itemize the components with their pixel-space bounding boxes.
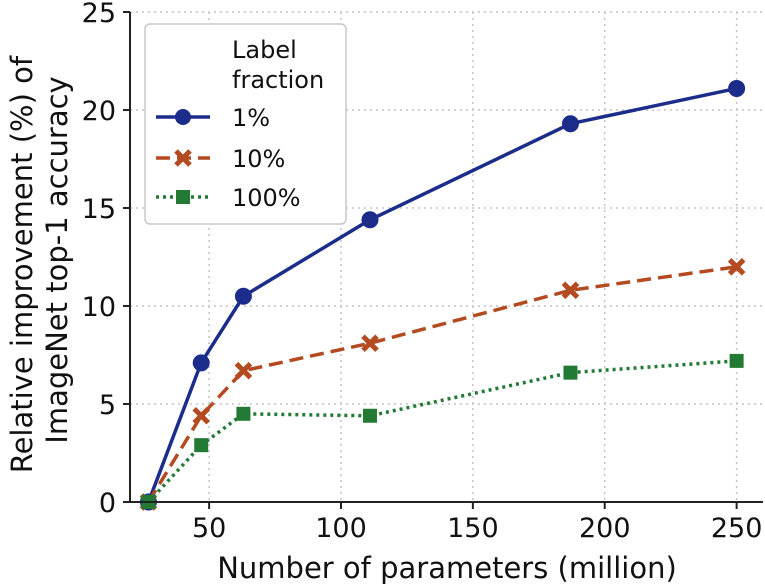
series-10pct-point-4 (561, 281, 580, 300)
x-tick-label-250: 250 (711, 513, 763, 544)
series-1pct-line (146, 86, 737, 503)
legend-marker-10pct (174, 149, 192, 167)
legend-label-10pct: 10% (232, 145, 285, 173)
series-10pct-point-5 (727, 258, 746, 276)
series-100pct-point-2 (236, 406, 251, 421)
y-tick-label-10: 10 (82, 292, 116, 323)
series-100pct (141, 353, 744, 509)
legend-marker-100pct (176, 190, 190, 204)
series-1pct-point-5 (728, 79, 746, 97)
legend-entries: 1% 10% 100% (156, 104, 301, 212)
series-1pct (139, 79, 746, 511)
series-100pct-point-3 (363, 408, 378, 423)
series-100pct-point-1 (194, 438, 209, 453)
series-10pct (139, 258, 746, 511)
series-100pct-point-5 (729, 353, 744, 368)
x-tick-label-150: 150 (447, 513, 499, 544)
x-tick-label-200: 200 (579, 513, 631, 544)
y-tick-label-25: 25 (82, 0, 116, 29)
legend-marker-1pct (175, 109, 191, 125)
legend-title-line-2: fraction (232, 66, 324, 94)
series-100pct-line (147, 359, 737, 504)
y-axis-label-line-1: Relative improvement (%) of (5, 55, 39, 473)
series-1pct-point-3 (361, 211, 379, 229)
ticks-layer: 50 100 150 200 250 0 5 10 15 20 25 (82, 0, 763, 544)
series-100pct-point-4 (563, 365, 578, 380)
y-axis-label: Relative improvement (%) of ImageNet top… (5, 47, 74, 474)
series-10pct-point-2 (234, 361, 253, 380)
x-tick-label-100: 100 (315, 513, 367, 544)
y-axis-label-line-2: ImageNet top-1 accuracy (40, 76, 74, 443)
x-tick-label-50: 50 (192, 513, 226, 544)
series-1pct-point-4 (561, 115, 579, 133)
legend-title-line-1: Label (232, 36, 297, 64)
y-tick-label-0: 0 (99, 488, 116, 519)
series-10pct-point-1 (192, 406, 210, 425)
series-1pct-point-2 (234, 287, 252, 305)
y-tick-label-5: 5 (99, 390, 116, 421)
legend-box (144, 23, 347, 225)
legend: Label fraction 1% 10% 100% (144, 23, 347, 225)
axes-layer (129, 12, 763, 503)
x-axis-label: Number of parameters (million) (217, 551, 677, 585)
y-tick-label-15: 15 (82, 194, 116, 225)
y-tick-label-20: 20 (82, 96, 116, 127)
legend-label-100pct: 100% (232, 184, 301, 212)
series-10pct-point-3 (361, 334, 379, 353)
series-1pct-point-1 (192, 354, 210, 372)
series-10pct-line (147, 265, 737, 503)
legend-label-1pct: 1% (232, 104, 270, 132)
